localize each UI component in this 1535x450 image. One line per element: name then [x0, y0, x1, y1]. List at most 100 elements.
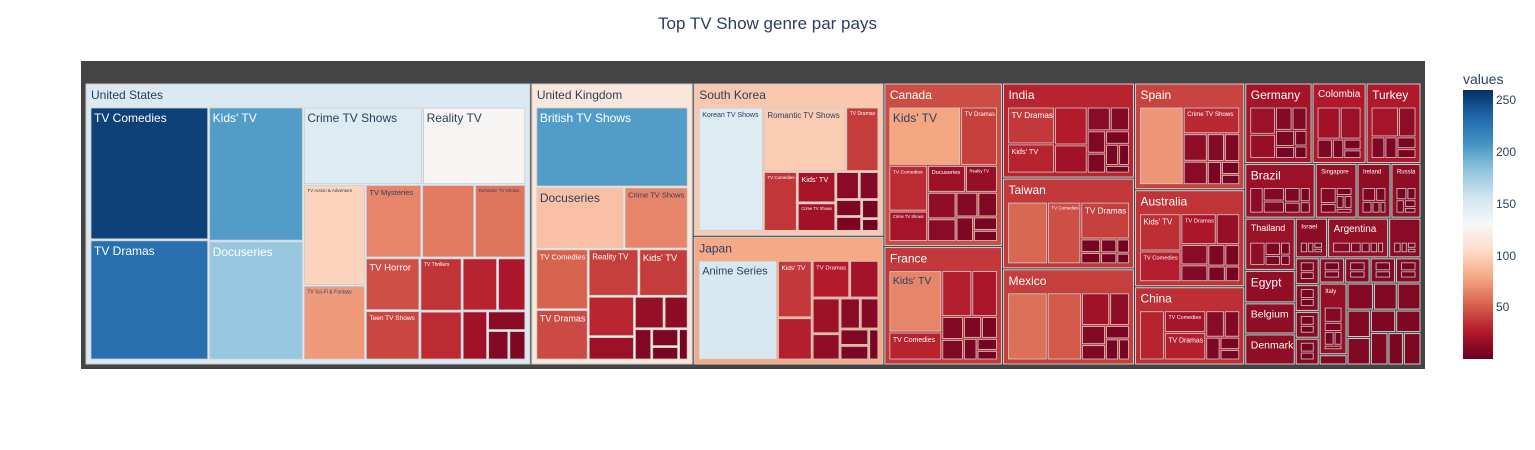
- genre-tile[interactable]: [846, 107, 879, 171]
- genre-tile[interactable]: [588, 296, 634, 337]
- genre-tile[interactable]: [1082, 326, 1105, 345]
- genre-tile[interactable]: [1164, 333, 1206, 360]
- country-node[interactable]: Japan Anime Series Kids' TV TV Dramas: [693, 236, 884, 365]
- genre-tile[interactable]: [1300, 242, 1308, 253]
- genre-tile[interactable]: [1225, 266, 1240, 282]
- country-node[interactable]: Thailand: [1245, 218, 1295, 270]
- genre-tile[interactable]: [1263, 201, 1284, 213]
- genre-tile[interactable]: [1181, 265, 1208, 282]
- genre-tile[interactable]: [488, 331, 509, 360]
- genre-tile[interactable]: [1164, 311, 1206, 332]
- genre-tile[interactable]: [1336, 188, 1352, 195]
- genre-tile[interactable]: [942, 340, 963, 360]
- country-node[interactable]: Spain Crime TV Shows: [1134, 83, 1245, 190]
- country-node[interactable]: [1319, 258, 1345, 283]
- genre-tile[interactable]: [840, 329, 869, 345]
- genre-tile[interactable]: [1407, 248, 1416, 253]
- country-node[interactable]: [1370, 310, 1396, 333]
- genre-tile[interactable]: [1087, 153, 1106, 173]
- genre-tile[interactable]: [977, 338, 997, 350]
- genre-tile[interactable]: [812, 260, 850, 298]
- genre-tile[interactable]: [1300, 262, 1314, 272]
- country-tile[interactable]: [1370, 310, 1396, 333]
- genre-tile[interactable]: [536, 187, 624, 249]
- genre-tile[interactable]: [1324, 322, 1342, 331]
- country-node[interactable]: China TV Comedies TV Dramas: [1134, 287, 1245, 365]
- country-node[interactable]: [1347, 338, 1370, 365]
- genre-tile[interactable]: [1407, 188, 1416, 200]
- genre-tile[interactable]: [365, 258, 420, 311]
- genre-tile[interactable]: [1222, 174, 1240, 185]
- country-tile[interactable]: [1319, 355, 1347, 365]
- genre-tile[interactable]: [1183, 107, 1240, 134]
- genre-tile[interactable]: [624, 187, 688, 249]
- genre-tile[interactable]: [475, 185, 526, 258]
- country-node[interactable]: [1397, 283, 1421, 310]
- genre-tile[interactable]: [1336, 208, 1352, 213]
- genre-tile[interactable]: [1081, 253, 1101, 264]
- genre-tile[interactable]: [928, 165, 965, 192]
- genre-tile[interactable]: [1081, 202, 1129, 239]
- genre-tile[interactable]: [639, 249, 688, 296]
- genre-tile[interactable]: [1324, 262, 1340, 271]
- country-tile[interactable]: [1245, 334, 1295, 365]
- genre-tile[interactable]: [365, 185, 422, 258]
- genre-tile[interactable]: [889, 332, 942, 360]
- genre-tile[interactable]: [1140, 107, 1183, 185]
- country-tile[interactable]: [1370, 258, 1396, 283]
- country-tile[interactable]: [1396, 310, 1421, 333]
- genre-tile[interactable]: [1140, 214, 1181, 251]
- genre-tile[interactable]: [859, 172, 879, 199]
- country-tile[interactable]: [1388, 333, 1403, 365]
- country-node[interactable]: [1396, 258, 1421, 283]
- genre-tile[interactable]: [1295, 130, 1307, 146]
- country-node[interactable]: [1345, 258, 1370, 283]
- country-node[interactable]: [1295, 258, 1319, 285]
- country-node[interactable]: [1347, 283, 1373, 310]
- genre-tile[interactable]: [1401, 271, 1416, 278]
- genre-tile[interactable]: [928, 192, 956, 219]
- country-tile[interactable]: [1403, 333, 1421, 365]
- genre-tile[interactable]: [982, 317, 997, 338]
- country-node[interactable]: Russia: [1391, 164, 1421, 218]
- genre-tile[interactable]: [1181, 214, 1216, 245]
- genre-tile[interactable]: [956, 217, 973, 241]
- country-node[interactable]: Egypt: [1245, 270, 1295, 303]
- genre-tile[interactable]: [1300, 202, 1310, 213]
- genre-tile[interactable]: [1375, 271, 1390, 278]
- genre-tile[interactable]: [974, 217, 997, 230]
- genre-tile[interactable]: [1208, 266, 1225, 282]
- genre-tile[interactable]: [862, 200, 879, 219]
- genre-tile[interactable]: [1404, 200, 1416, 207]
- genre-tile[interactable]: [1250, 188, 1263, 213]
- genre-tile[interactable]: [90, 240, 209, 360]
- country-tile[interactable]: [1319, 283, 1347, 355]
- country-node[interactable]: Israel: [1295, 218, 1328, 258]
- genre-tile[interactable]: [1220, 337, 1240, 350]
- genre-tile[interactable]: [1372, 201, 1380, 213]
- genre-tile[interactable]: [778, 260, 812, 318]
- genre-tile[interactable]: [1081, 239, 1101, 252]
- genre-tile[interactable]: [1106, 339, 1118, 360]
- country-node[interactable]: [1389, 218, 1421, 258]
- genre-tile[interactable]: [1183, 161, 1207, 185]
- genre-tile[interactable]: [1314, 248, 1322, 253]
- genre-tile[interactable]: [1220, 350, 1240, 360]
- genre-tile[interactable]: [1394, 242, 1401, 253]
- genre-tile[interactable]: [1117, 239, 1129, 253]
- genre-tile[interactable]: [1265, 242, 1280, 255]
- genre-tile[interactable]: [889, 165, 928, 211]
- genre-tile[interactable]: [1082, 293, 1110, 325]
- genre-tile[interactable]: [1378, 242, 1384, 253]
- genre-tile[interactable]: [1207, 162, 1221, 185]
- country-node[interactable]: Canada Kids' TV TV Dramas TV Comedies Crime …: [884, 83, 1002, 247]
- genre-tile[interactable]: [462, 311, 488, 360]
- genre-tile[interactable]: [1224, 311, 1240, 337]
- country-node[interactable]: [1295, 311, 1319, 338]
- genre-tile[interactable]: [1119, 144, 1129, 165]
- genre-tile[interactable]: [1008, 293, 1047, 360]
- genre-tile[interactable]: [652, 347, 678, 360]
- genre-tile[interactable]: [978, 192, 997, 217]
- genre-tile[interactable]: [488, 311, 526, 330]
- genre-tile[interactable]: [1308, 242, 1314, 253]
